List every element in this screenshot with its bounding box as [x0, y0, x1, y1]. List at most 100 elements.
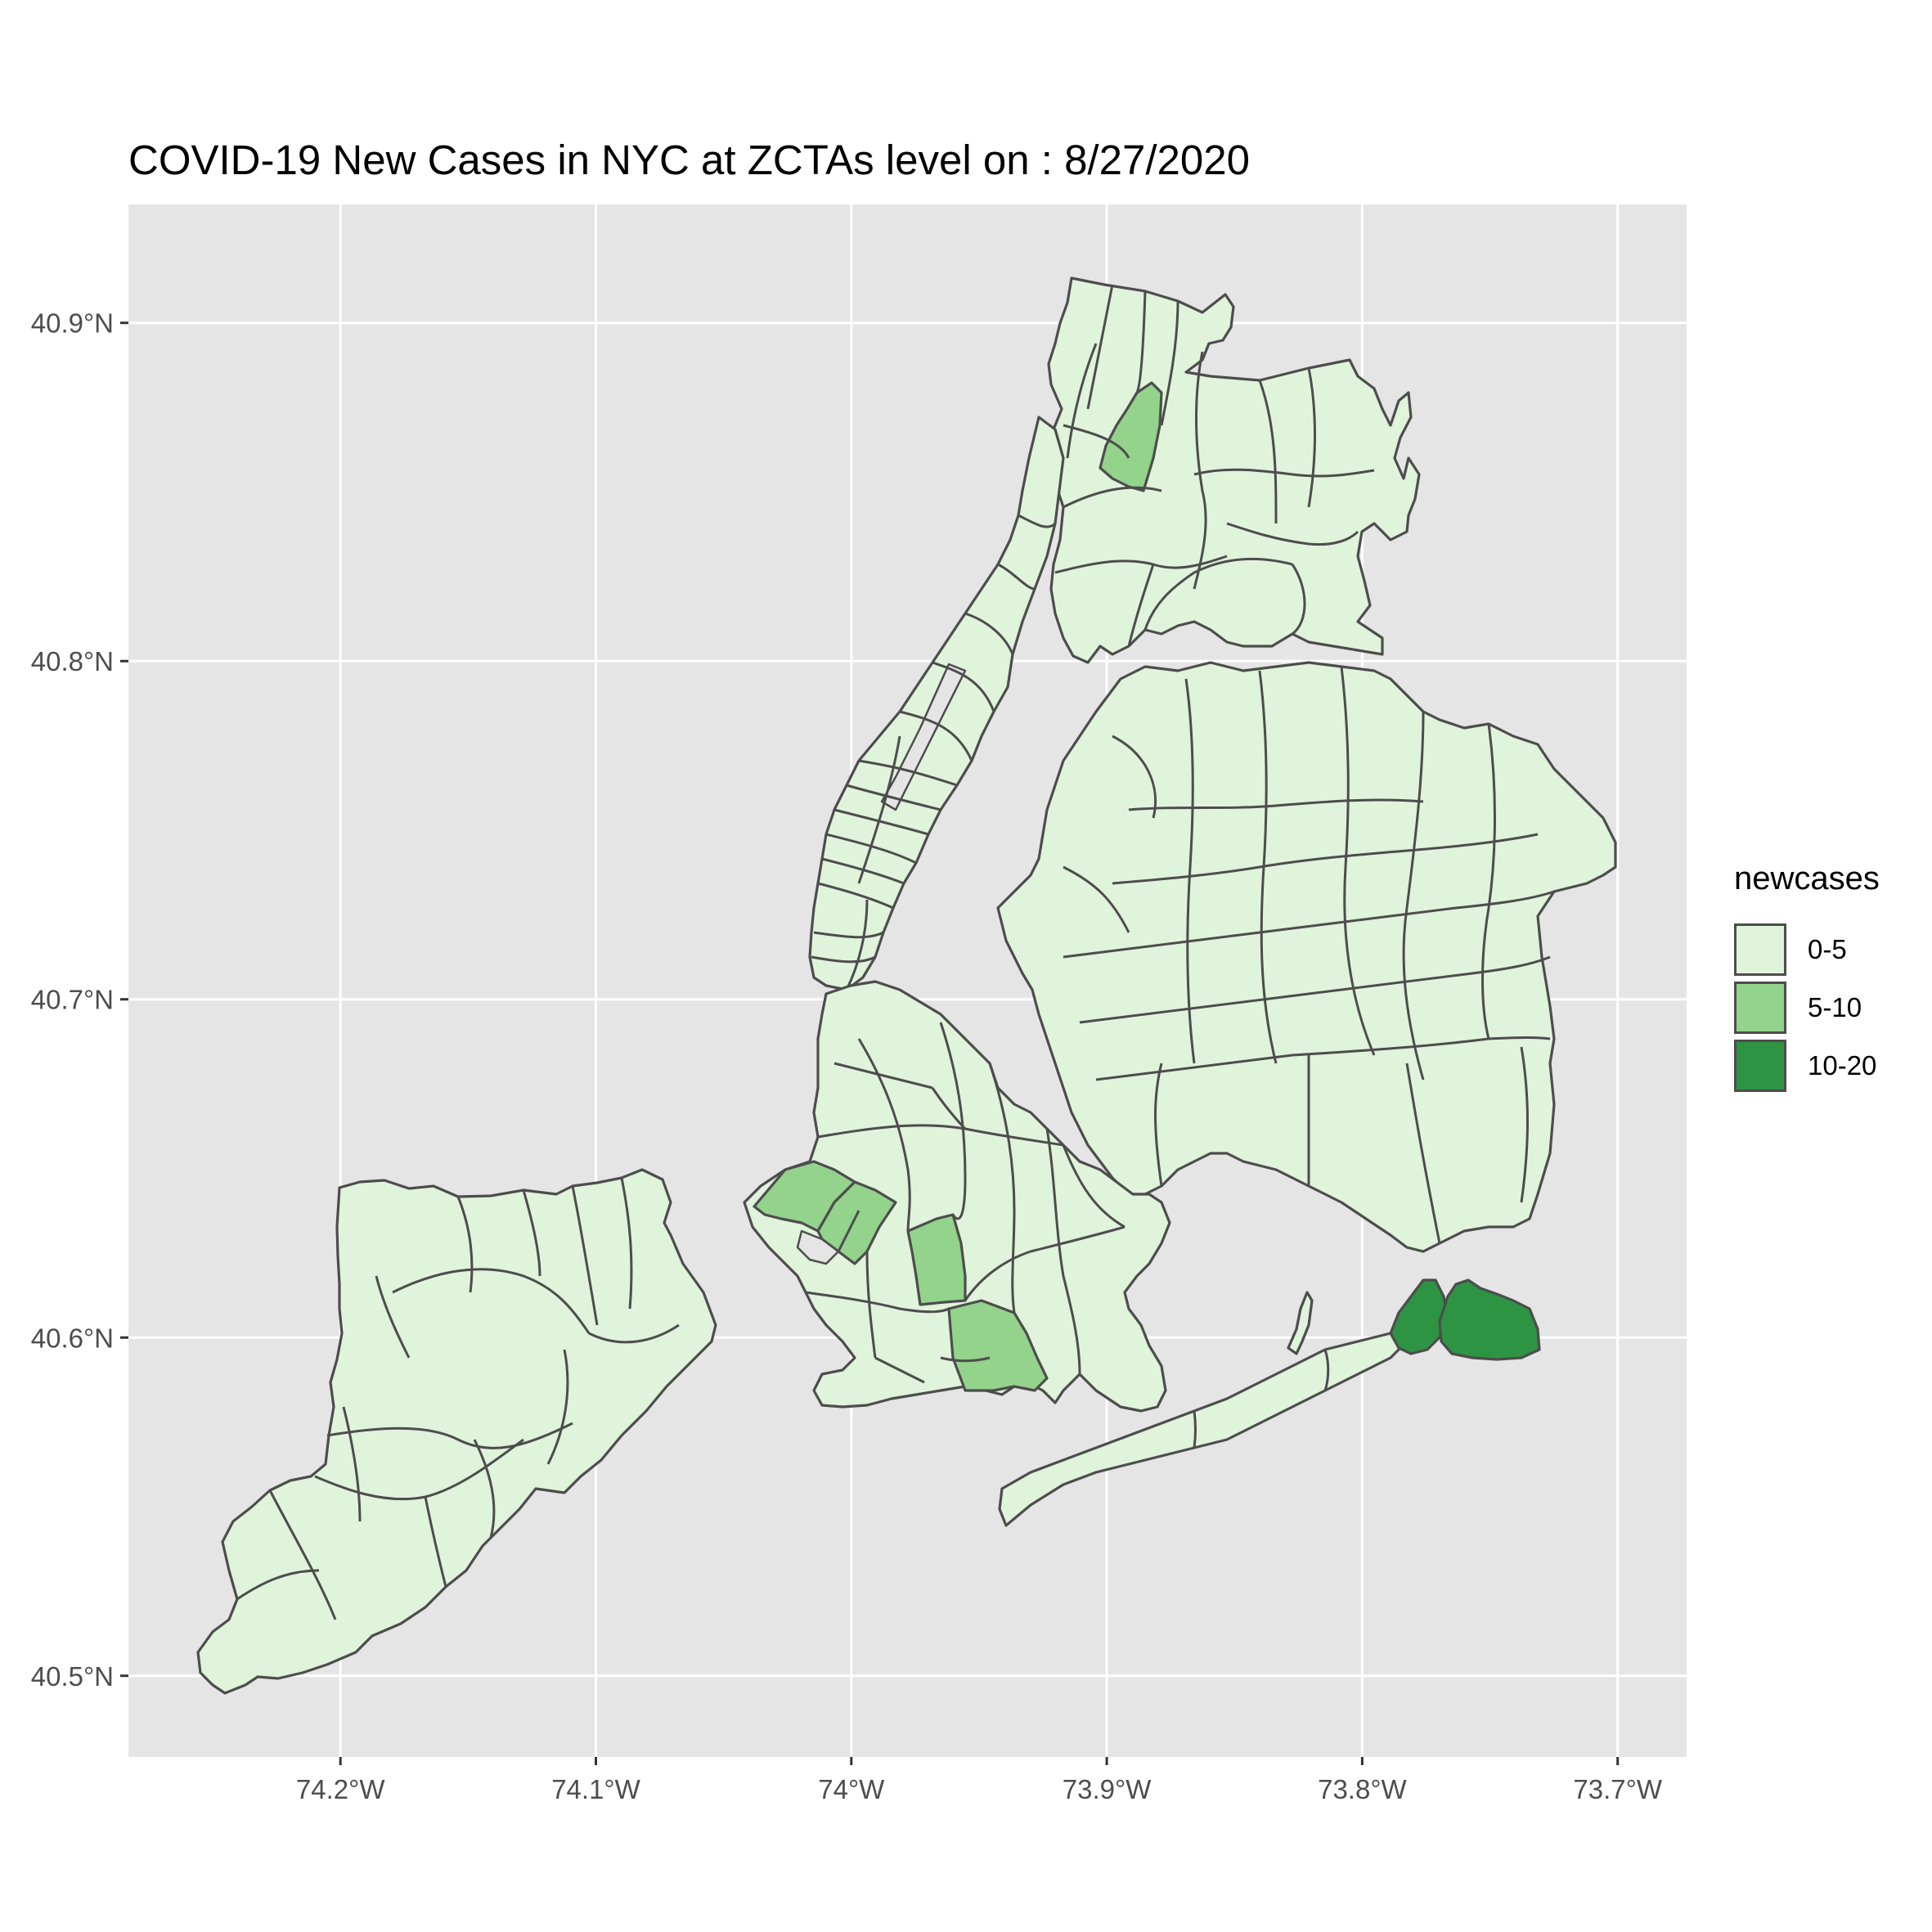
qn-border-14: [1405, 1063, 1441, 1244]
bx-border-9: [1193, 468, 1375, 478]
legend-key-0-5: [1734, 923, 1786, 976]
si-border-12: [546, 1349, 569, 1465]
bx-border-11: [1291, 564, 1306, 636]
qn-border-4: [1079, 955, 1551, 1024]
bk-border-8: [865, 1251, 877, 1359]
qn-border-6: [1184, 678, 1196, 1064]
qn-border-5: [1095, 1036, 1551, 1081]
region-central-park: [880, 663, 967, 811]
axes: 74.2°W 74.1°W 74°W 73.9°W 73.8°W 73.7°W 40.5°N…: [31, 308, 1663, 1804]
si-border-15: [375, 1275, 411, 1359]
region-rockaway: [998, 1332, 1409, 1527]
si-border-11: [588, 1323, 680, 1344]
bx-border-14: [1226, 522, 1359, 546]
mn-border-3: [821, 857, 905, 885]
legend-row-2: 10-20: [1734, 1036, 1880, 1094]
si-border-1: [392, 1268, 591, 1334]
mn-border-10: [932, 661, 995, 712]
legend-title: newcases: [1734, 860, 1880, 896]
qn-border-12: [1154, 1063, 1163, 1187]
bk-border-6: [1045, 1128, 1081, 1375]
bx-border-2: [1135, 290, 1147, 393]
x-tick-label-1: 74.1°W: [551, 1774, 640, 1804]
legend: newcases 0-5 5-10 10-20: [1734, 860, 1880, 1094]
bk-border-7: [964, 1225, 1126, 1301]
legend-label-5-10: 5-10: [1808, 991, 1862, 1022]
qn-border-3: [1063, 890, 1555, 959]
bk-border-10: [874, 1356, 925, 1384]
qn-border-7: [1258, 670, 1278, 1064]
si-border-2: [326, 1422, 573, 1449]
qn-border-9: [1402, 711, 1425, 1081]
y-tick-label-1: 40.6°N: [31, 1323, 114, 1353]
mn-border-13: [1018, 514, 1057, 528]
region-bk-highlight-4: [947, 1299, 1049, 1392]
qn-border-11: [1112, 735, 1157, 819]
x-tick-label-4: 73.8°W: [1318, 1774, 1407, 1804]
bk-border-1: [833, 1062, 933, 1090]
mn-border-7: [813, 931, 884, 939]
mn-border-4: [833, 808, 929, 836]
qn-border-10: [1481, 723, 1496, 1040]
region-broad-channel: [1287, 1291, 1314, 1355]
mn-border-9: [899, 710, 973, 762]
rk-border-1: [1193, 1410, 1197, 1449]
legend-key-10-20: [1734, 1039, 1786, 1092]
bx-border-6: [1307, 367, 1316, 508]
y-tick-label-0: 40.5°N: [31, 1661, 114, 1692]
si-border-10: [620, 1177, 633, 1310]
region-staten-island: [196, 1168, 717, 1695]
qn-border-1: [1128, 798, 1424, 811]
region-bk-pocket: [796, 1229, 840, 1265]
qn-border-8: [1340, 666, 1376, 1056]
y-tick-label-2: 40.7°N: [31, 985, 114, 1015]
bx-border-4: [1193, 351, 1207, 590]
bk-border-4: [939, 1022, 967, 1220]
bx-border-10: [1143, 557, 1293, 631]
region-queens: [996, 661, 1617, 1253]
region-brooklyn: [743, 980, 1171, 1413]
legend-row-0: 0-5: [1734, 920, 1880, 978]
mn-border-6: [858, 759, 958, 787]
mn-border-14: [845, 899, 869, 991]
x-tick-label-2: 74°W: [818, 1774, 885, 1804]
mn-border-2: [817, 882, 894, 910]
mn-border-12: [997, 563, 1036, 591]
bx-border-7: [1063, 486, 1162, 509]
x-tick-label-5: 73.7°W: [1573, 1774, 1662, 1804]
bk-border-5: [988, 1063, 1016, 1314]
mn-border-15: [857, 735, 901, 884]
si-border-8: [522, 1189, 541, 1277]
x-tick-label-0: 74.2°W: [296, 1774, 385, 1804]
qn-border-16: [1063, 865, 1130, 933]
si-border-13: [473, 1439, 496, 1539]
si-border-6: [424, 1496, 447, 1588]
bk-border-3: [857, 1038, 911, 1232]
mn-border-5: [846, 784, 941, 811]
bx-border-5: [1258, 380, 1278, 524]
bk-border-9: [805, 1291, 950, 1314]
bx-border-12: [1066, 343, 1098, 459]
bk-border-11: [931, 1087, 967, 1130]
legend-label-10-20: 10-20: [1808, 1049, 1877, 1081]
bk-border-13: [940, 1356, 991, 1363]
legend-key-5-10: [1734, 981, 1786, 1034]
legend-row-1: 5-10: [1734, 978, 1880, 1036]
region-bk-highlight-2: [816, 1180, 897, 1265]
x-tick-label-3: 73.9°W: [1063, 1774, 1152, 1804]
mn-border-8: [811, 955, 876, 964]
rk-border-2: [1323, 1349, 1330, 1391]
si-border-9: [571, 1185, 599, 1326]
qn-border-2: [1112, 833, 1539, 885]
si-border-5: [268, 1489, 337, 1620]
y-tick-label-3: 40.8°N: [31, 646, 114, 676]
si-border-14: [236, 1569, 320, 1601]
bk-border-14: [837, 1210, 860, 1252]
legend-label-0-5: 0-5: [1808, 933, 1847, 964]
qn-border-15: [1520, 1046, 1529, 1203]
bx-border-1: [1086, 284, 1114, 410]
si-border-3: [342, 1406, 362, 1522]
chart-title: COVID-19 New Cases in NYC at ZCTAs level…: [128, 137, 1250, 183]
bx-border-13: [1063, 424, 1130, 459]
